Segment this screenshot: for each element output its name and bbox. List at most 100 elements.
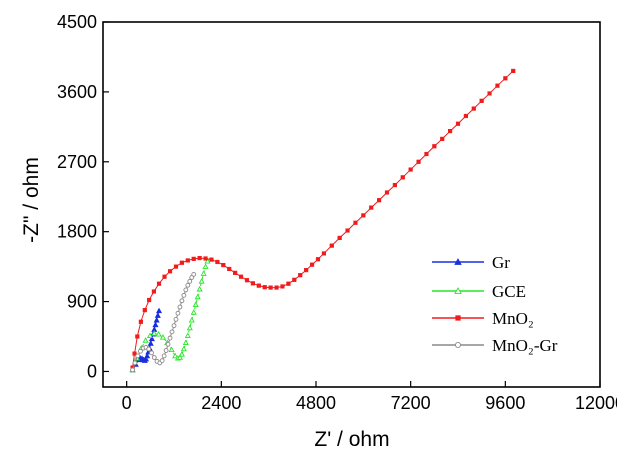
data-point: [262, 285, 267, 290]
y-tick-label: 1800: [57, 222, 97, 242]
series-line: [132, 261, 208, 371]
data-point: [495, 83, 500, 88]
data-point: [202, 263, 209, 269]
legend-label: Gr: [492, 253, 510, 272]
data-point: [440, 136, 445, 141]
data-point: [168, 346, 175, 353]
data-point: [180, 345, 187, 352]
data-point: [337, 235, 342, 240]
data-point: [132, 360, 138, 366]
data-point: [146, 346, 152, 352]
data-point: [179, 298, 185, 304]
legend-label: GCE: [492, 282, 526, 301]
data-point: [185, 258, 190, 263]
x-tick-label: 7200: [391, 393, 431, 413]
data-point: [151, 330, 158, 336]
x-tick-label: 2400: [201, 393, 241, 413]
data-point: [463, 113, 468, 119]
data-point: [147, 340, 154, 346]
data-point: [329, 243, 334, 248]
x-axis-label: Z' / ohm: [314, 428, 389, 447]
data-point: [250, 281, 255, 286]
data-point: [142, 355, 150, 362]
x-tick-label: 9600: [485, 393, 525, 413]
data-point: [408, 167, 413, 172]
y-tick-label: 2700: [57, 152, 97, 172]
data-point: [369, 205, 374, 210]
data-point: [455, 315, 461, 321]
data-point: [132, 351, 137, 356]
data-point: [173, 264, 179, 269]
data-point: [454, 258, 462, 265]
data-point: [191, 256, 196, 261]
series-group: [130, 68, 516, 370]
series-line: [132, 70, 514, 368]
data-point: [196, 285, 203, 292]
data-point: [152, 321, 159, 328]
data-point: [197, 255, 202, 261]
data-point: [274, 285, 279, 290]
data-point: [149, 350, 154, 356]
data-point: [345, 228, 350, 233]
data-point: [185, 282, 191, 288]
data-point: [135, 334, 140, 339]
data-series: [129, 68, 516, 373]
data-point: [167, 269, 173, 274]
data-point: [198, 278, 205, 284]
data-point: [188, 316, 195, 323]
data-point: [204, 257, 211, 264]
y-tick-label: 900: [67, 292, 97, 312]
data-point: [455, 121, 461, 126]
data-point: [155, 330, 162, 337]
data-point: [503, 76, 508, 81]
data-point: [181, 292, 187, 298]
y-tick-label: 3600: [57, 82, 97, 102]
legend: Gr GCE MnO₂ MnO₂-Gr: [432, 253, 558, 355]
data-point: [416, 159, 421, 164]
data-point: [173, 317, 179, 322]
data-point: [156, 281, 162, 286]
data-point: [138, 319, 143, 324]
data-point: [194, 293, 201, 300]
data-point: [479, 98, 484, 103]
data-point: [183, 287, 189, 293]
data-point: [304, 268, 309, 273]
data-point: [309, 262, 315, 267]
data-point: [144, 352, 151, 359]
data-point: [135, 353, 141, 359]
data-point: [130, 367, 135, 373]
data-point: [511, 68, 516, 74]
data-point: [192, 301, 199, 307]
data-point: [162, 274, 167, 279]
data-point: [298, 273, 303, 278]
data-point: [167, 335, 173, 341]
data-point: [455, 342, 462, 349]
data-point: [142, 308, 147, 313]
data-point: [448, 129, 453, 134]
data-point: [209, 257, 214, 262]
data-point: [151, 289, 156, 294]
data-point: [184, 332, 191, 339]
data-point: [187, 278, 193, 284]
data-point: [169, 329, 175, 335]
data-point: [165, 341, 171, 347]
data-point: [171, 323, 177, 329]
data-point: [487, 91, 492, 96]
data-point: [179, 260, 184, 265]
y-tick-label: 0: [87, 361, 97, 381]
data-point: [200, 270, 207, 276]
y-tick-label: 4500: [57, 12, 97, 32]
data-point: [392, 182, 397, 188]
data-point: [163, 348, 169, 353]
data-point: [146, 332, 154, 339]
data-point: [159, 358, 165, 364]
data-point: [147, 297, 152, 303]
x-tick-label: 4800: [296, 393, 336, 413]
x-tick-label: 0: [122, 393, 132, 413]
data-point: [227, 266, 232, 272]
data-point: [432, 144, 437, 149]
data-point: [154, 312, 161, 318]
